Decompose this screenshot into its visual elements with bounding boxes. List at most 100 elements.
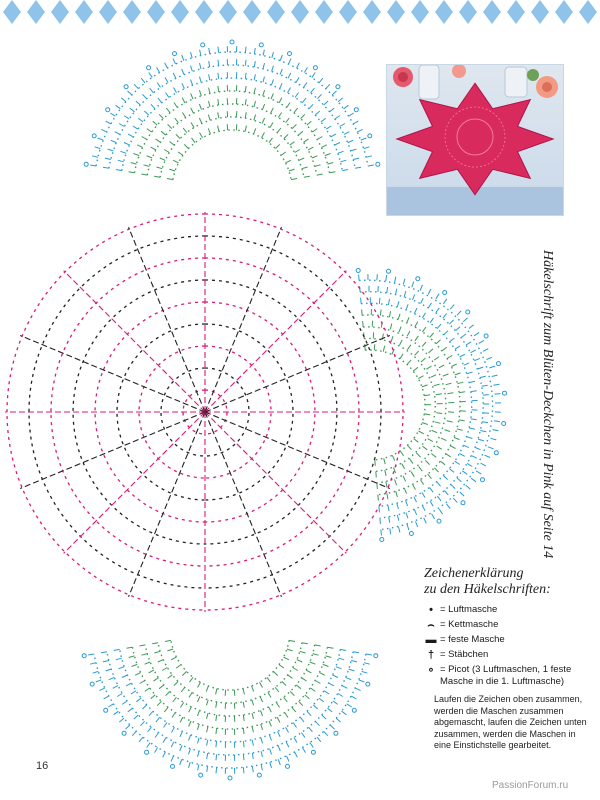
stitch-mark: [456, 310, 462, 316]
lobe-stitch-ring: [361, 302, 473, 507]
stitch-mark: [421, 341, 427, 347]
stitch-mark: [365, 653, 372, 656]
stitch-mark: [283, 134, 289, 139]
stitch-mark: [477, 366, 484, 370]
stitch-mark: [158, 684, 165, 690]
doily-star-shape: [395, 82, 555, 196]
stitch-mark: [449, 319, 454, 325]
stitch-mark: [413, 307, 418, 314]
stitch-mark: [459, 391, 466, 394]
stitch-mark: [266, 676, 271, 683]
picot-mark: [121, 730, 127, 736]
stitch-mark: [190, 51, 193, 59]
stitch-mark: [426, 365, 432, 370]
stitch-mark: [279, 82, 283, 89]
picot-mark: [146, 65, 152, 71]
stitch-mark: [148, 669, 155, 674]
lobe-stitch-ring: [133, 90, 331, 173]
stitch-mark: [141, 173, 148, 176]
stitch-mark: [299, 716, 305, 723]
stitch-mark: [286, 648, 293, 652]
stitch-mark: [328, 682, 335, 687]
stitch-mark: [397, 313, 401, 320]
stitch-mark: [462, 470, 468, 475]
stitch-mark: [316, 136, 323, 140]
stitch-mark: [253, 128, 257, 135]
stitch-mark: [387, 299, 390, 306]
lobe-stitch-ring: [146, 103, 318, 176]
stitch-mark: [188, 734, 192, 741]
stitch-mark: [118, 123, 125, 127]
border-diamond: [267, 0, 285, 24]
stitch-mark: [301, 166, 308, 170]
stitch-mark: [165, 691, 171, 697]
stitch-mark: [251, 699, 255, 706]
stitch-mark: [244, 46, 247, 53]
stitch-mark: [295, 77, 300, 83]
medallion-spoke: [204, 226, 283, 413]
stitch-mark: [398, 526, 401, 533]
stitch-mark: [463, 444, 470, 449]
stitch-mark: [382, 345, 386, 352]
stitch-mark: [289, 141, 295, 146]
stitch-mark: [291, 123, 297, 129]
stitch-mark: [477, 438, 484, 442]
stitch-mark: [435, 307, 440, 313]
stitch-mark: [286, 755, 290, 762]
stitch-mark: [468, 427, 476, 430]
stitch-mark: [355, 166, 362, 169]
stitch-mark: [413, 509, 418, 515]
crochet-chart: [5, 39, 507, 781]
picot-mark: [229, 39, 235, 45]
lobe-stitch-ring: [157, 642, 303, 704]
stitch-mark: [301, 677, 307, 682]
medallion-stitch-ring: [94, 301, 206, 523]
cross-icon: †: [427, 649, 435, 661]
stitch-mark: [298, 157, 305, 161]
stitch-mark: [434, 421, 441, 424]
stitch-mark: [360, 297, 362, 304]
border-diamond: [195, 0, 213, 24]
medallion-stitch-ring: [138, 345, 206, 479]
stitch-mark: [155, 138, 161, 143]
border-diamond: [483, 0, 501, 24]
stitch-mark: [345, 676, 352, 681]
stitch-mark: [396, 514, 400, 521]
stitch-mark: [480, 462, 487, 467]
stitch-mark: [115, 657, 122, 661]
stitch-mark: [199, 132, 203, 139]
stitch-mark: [301, 97, 307, 104]
stitch-mark: [398, 326, 402, 333]
stitch-mark: [395, 288, 398, 295]
stitch-mark: [180, 686, 186, 693]
stitch-mark: [390, 335, 394, 342]
stitch-mark: [205, 699, 209, 706]
stitch-mark: [491, 374, 498, 377]
stitch-mark: [251, 685, 255, 692]
stitch-mark: [402, 278, 406, 285]
stitch-mark: [334, 115, 341, 120]
stitch-mark: [449, 304, 455, 310]
stitch-mark: [179, 702, 185, 708]
stitch-mark: [262, 49, 265, 56]
stitch-mark: [207, 114, 211, 121]
stitch-mark: [318, 77, 324, 84]
stitch-mark: [441, 346, 448, 352]
stitch-mark: [198, 103, 202, 110]
lobe-stitch-ring: [159, 116, 305, 178]
stitch-mark: [379, 309, 382, 316]
stitch-mark: [416, 452, 421, 458]
stitch-mark: [391, 348, 395, 355]
stitch-mark: [154, 732, 159, 738]
stitch-mark: [170, 656, 177, 661]
stitch-mark: [318, 697, 325, 703]
stitch-mark: [164, 62, 168, 69]
lobe-stitch-ring: [121, 77, 343, 171]
stitch-mark: [378, 506, 380, 513]
stitch-mark: [115, 169, 122, 172]
border-diamond: [339, 0, 357, 24]
stitch-mark: [300, 113, 306, 119]
stitch-mark: [270, 93, 274, 100]
border-diamond: [459, 0, 477, 24]
stitch-mark: [188, 692, 193, 698]
